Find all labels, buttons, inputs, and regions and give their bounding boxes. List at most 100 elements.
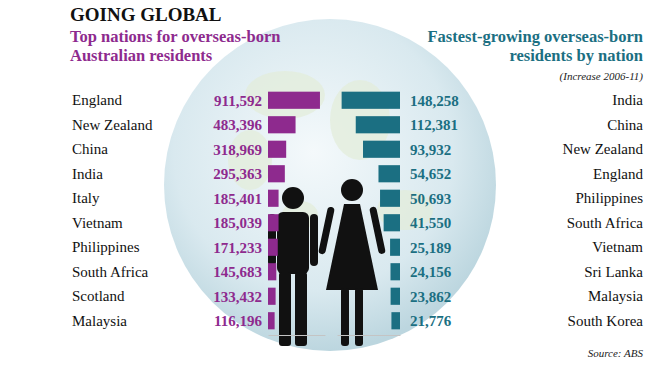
bar [391,288,400,305]
bar [378,165,400,182]
data-label: 148,258 [410,93,459,109]
category-tick: England [593,166,643,182]
category-tick: England [72,92,122,108]
value-axis-line [269,335,326,336]
category-label: Philippines [72,239,140,255]
bar [268,214,279,231]
bar [268,288,276,305]
bar [363,141,400,158]
category-tick: Malaysia [588,288,643,304]
chart-0: Top nations for overseas-bornAustralian … [70,27,326,336]
category-label: Malaysia [72,313,127,329]
category-label: India [612,92,643,108]
bar [356,116,400,133]
category-label: China [72,141,108,157]
category-label: Italy [72,190,100,206]
bar [380,190,400,207]
category-tick: Philippines [575,190,643,206]
category-tick: South Korea [568,313,644,329]
data-label: 25,189 [410,240,451,256]
data-label: 145,683 [213,264,262,280]
data-label: 295,363 [213,166,262,182]
category-tick: Vietnam [72,215,123,231]
man-body [277,212,309,274]
data-label: 54,652 [410,166,451,182]
man-arm [310,214,318,266]
value-axis [338,335,401,336]
data-label: 185,039 [213,215,262,231]
category-axis-line [643,89,644,334]
data-label: 133,432 [213,289,262,305]
bar [391,312,400,329]
woman-leg [355,288,363,346]
woman-head [341,179,363,201]
bar [268,141,286,158]
data-label: 93,932 [410,142,451,158]
man-head [282,187,304,209]
category-tick: New Zealand [563,141,644,157]
data-label: 116,196 [214,313,262,329]
value-axis [269,335,326,336]
chart-title: Fastest-growing overseas-born [427,27,643,46]
category-tick: China [72,141,108,157]
bar [342,92,400,109]
data-label: 318,969 [213,142,262,158]
bar [390,239,400,256]
bar [268,263,276,280]
category-tick: South Africa [567,215,644,231]
man-leg [295,272,307,346]
data-label: 112,381 [410,117,458,133]
woman-dress [326,204,378,290]
source: Source: ABS [588,347,644,359]
category-tick: Sri Lanka [584,264,643,280]
background [0,0,650,366]
category-tick: India [72,166,103,182]
data-label: 23,862 [410,289,451,305]
chart-title: Australian residents [70,46,213,65]
category-tick: Scotland [72,288,125,304]
category-label: Vietnam [592,239,643,255]
category-axis: India China New Zealand England Philippines S… [563,89,644,334]
chart-subtitle: (Increase 2006-11) [560,70,644,83]
category-axis: England New Zealand China India Italy Vietnam… [72,89,153,334]
data-label: 21,776 [410,313,452,329]
main-title: GOING GLOBAL [70,4,222,25]
bar [268,92,320,109]
chart-title: Top nations for overseas-born [70,27,280,46]
woman-arm [318,206,335,254]
category-label: England [593,166,643,182]
value-axis-line [338,335,401,336]
chart-container: GOING GLOBALTop nations for overseas-bor… [0,0,650,366]
category-tick: Italy [72,190,100,206]
man-leg [279,272,291,346]
category-label: Vietnam [72,215,123,231]
data-label: 41,550 [410,215,451,231]
chart-svg: GOING GLOBALTop nations for overseas-bor… [0,0,650,366]
category-tick: China [607,117,643,133]
category-tick: South Africa [72,264,149,280]
data-label: 185,401 [213,191,262,207]
data-label: 911,592 [214,93,262,109]
globe-circle [164,19,496,351]
category-label: New Zealand [563,141,644,157]
category-label: China [607,117,643,133]
bar [268,239,278,256]
bar [390,263,400,280]
chart-1: Fastest-growing overseas-bornresidents b… [338,27,644,336]
data-label: 171,233 [213,240,262,256]
bars [342,92,400,330]
globe [164,19,496,351]
bar [268,165,285,182]
bar [268,312,275,329]
data-label: 50,693 [410,191,451,207]
category-tick: New Zealand [72,117,153,133]
bar [384,214,400,231]
data-label: 24,156 [410,264,452,280]
category-label: South Africa [567,215,644,231]
category-label: Scotland [72,288,125,304]
woman-arm [369,206,386,254]
category-label: South Africa [72,264,149,280]
category-tick: Philippines [72,239,140,255]
bars [268,92,320,330]
category-label: Philippines [575,190,643,206]
